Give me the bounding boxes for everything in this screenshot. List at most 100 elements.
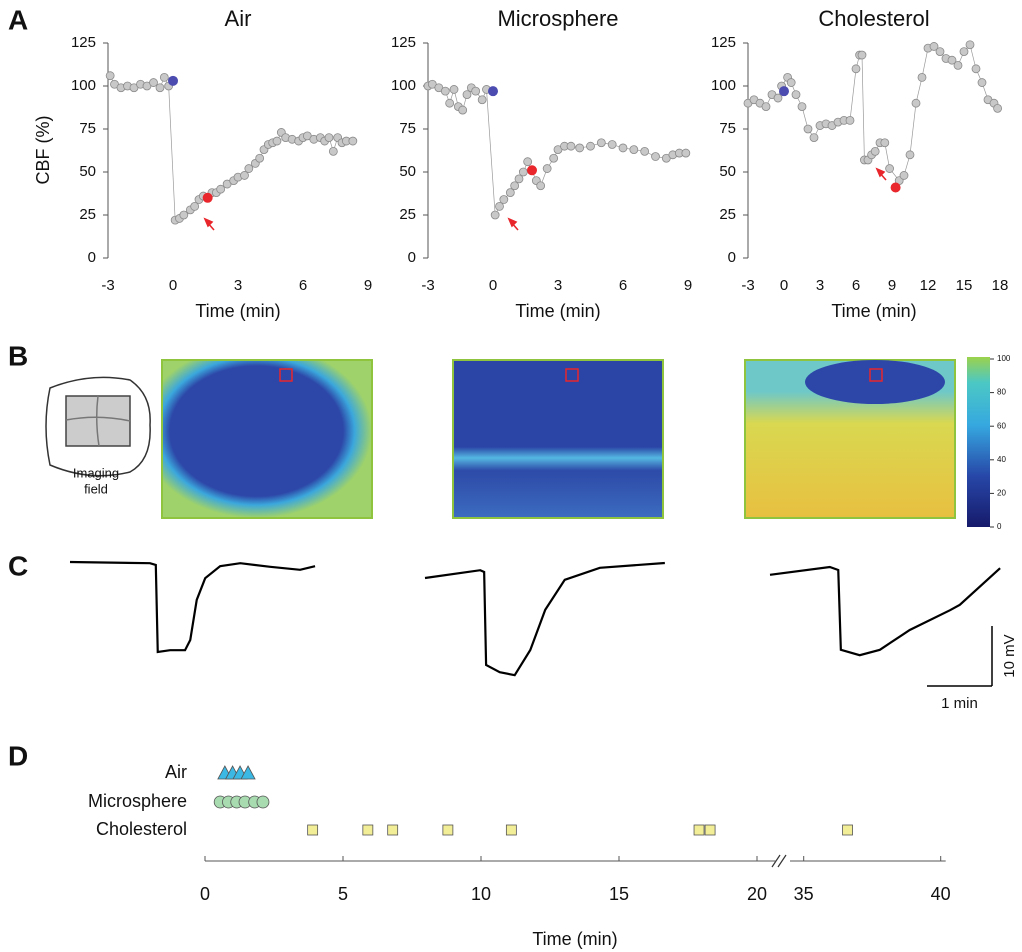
marker bbox=[362, 824, 374, 836]
data-point bbox=[566, 141, 576, 151]
x-tick-label: 9 bbox=[364, 277, 372, 294]
data-point bbox=[324, 133, 334, 143]
data-point bbox=[993, 103, 1002, 113]
voltage-trace bbox=[424, 561, 665, 677]
data-point bbox=[791, 90, 801, 99]
data-point bbox=[542, 164, 552, 173]
data-point bbox=[911, 98, 921, 108]
data-point bbox=[880, 138, 890, 148]
data-point bbox=[328, 146, 338, 156]
highlight-point bbox=[779, 86, 789, 97]
x-tick-label: -3 bbox=[421, 277, 434, 294]
x-tick-label: -3 bbox=[741, 277, 754, 294]
data-point bbox=[255, 153, 265, 163]
x-tick-label: 35 bbox=[794, 884, 814, 904]
data-point bbox=[640, 146, 650, 156]
data-point bbox=[458, 105, 468, 115]
scale-label: 1 min bbox=[941, 695, 978, 712]
colorbar-tick-label: 40 bbox=[997, 455, 1006, 464]
data-point bbox=[440, 86, 450, 96]
colorbar-tick-label: 0 bbox=[997, 522, 1002, 531]
x-tick-label: 9 bbox=[888, 277, 896, 294]
colorbar-tick-label: 60 bbox=[997, 421, 1006, 430]
marker bbox=[442, 824, 454, 836]
arrows bbox=[203, 167, 887, 231]
x-tick-label: 5 bbox=[338, 884, 348, 904]
y-tick-label: 75 bbox=[399, 120, 416, 137]
marker bbox=[240, 765, 256, 780]
chart-title: Microsphere bbox=[497, 6, 618, 31]
data-point bbox=[499, 195, 509, 204]
x-tick-label: 18 bbox=[992, 277, 1009, 294]
data-point bbox=[149, 78, 158, 87]
marker bbox=[842, 824, 853, 836]
data-point bbox=[959, 47, 969, 56]
data-point bbox=[575, 143, 585, 153]
x-tick-label: 40 bbox=[931, 884, 951, 904]
imaging-label: field bbox=[84, 481, 108, 496]
data-point bbox=[870, 146, 880, 156]
data-point bbox=[471, 86, 481, 96]
x-axis-label: Time (min) bbox=[532, 929, 617, 949]
marker bbox=[505, 824, 517, 836]
legend-label: Cholesterol bbox=[96, 819, 187, 839]
legend-label: Air bbox=[165, 762, 187, 782]
data-point bbox=[905, 150, 915, 160]
colorbar bbox=[967, 357, 990, 527]
data-point bbox=[449, 85, 459, 94]
panel-letter: D bbox=[8, 740, 28, 771]
data-point bbox=[536, 181, 546, 191]
x-tick-label: 10 bbox=[471, 884, 491, 904]
data-point bbox=[953, 60, 963, 70]
data-point bbox=[965, 40, 975, 50]
data-point bbox=[244, 164, 254, 173]
data-point bbox=[651, 152, 660, 161]
y-tick-label: 25 bbox=[719, 206, 736, 223]
imaging-label: Imaging bbox=[73, 465, 119, 480]
heatmap-images bbox=[161, 357, 990, 527]
legend-label: Microsphere bbox=[88, 791, 187, 811]
y-tick-label: 50 bbox=[399, 163, 416, 180]
x-tick-label: 9 bbox=[684, 277, 692, 294]
data-point bbox=[549, 153, 559, 163]
x-tick-label: 6 bbox=[619, 277, 627, 294]
x-tick-label: 3 bbox=[816, 277, 824, 294]
data-point bbox=[851, 64, 861, 74]
data-point bbox=[216, 184, 226, 194]
data-point bbox=[971, 64, 981, 74]
data-point bbox=[596, 138, 606, 148]
data-point bbox=[240, 171, 249, 180]
data-point bbox=[445, 98, 455, 108]
x-tick-label: 12 bbox=[920, 277, 937, 294]
data-point bbox=[681, 148, 691, 158]
y-tick-label: 50 bbox=[719, 163, 736, 180]
data-point bbox=[761, 102, 771, 112]
chart-title: Cholesterol bbox=[818, 6, 929, 31]
y-tick-label: 25 bbox=[79, 206, 96, 223]
chart-title: Air bbox=[225, 6, 252, 31]
x-axis-label: Time (min) bbox=[515, 301, 600, 321]
x-tick-label: 6 bbox=[299, 277, 307, 294]
marker bbox=[693, 824, 705, 836]
data-point bbox=[155, 83, 165, 93]
y-tick-label: 50 bbox=[79, 163, 96, 180]
data-point bbox=[929, 42, 939, 51]
x-tick-label: 3 bbox=[234, 277, 242, 294]
y-axis-label: CBF (%) bbox=[33, 116, 53, 185]
x-tick-label: 15 bbox=[956, 277, 973, 294]
marker bbox=[307, 824, 319, 836]
data-point bbox=[947, 55, 957, 65]
highlight-point bbox=[527, 165, 537, 176]
panel-letter: B bbox=[8, 340, 28, 371]
x-tick-label: 15 bbox=[609, 884, 629, 904]
x-tick-label: 0 bbox=[200, 884, 210, 904]
marker bbox=[387, 824, 399, 836]
data-point bbox=[857, 50, 867, 60]
colorbar-tick-label: 20 bbox=[997, 489, 1006, 498]
y-tick-label: 125 bbox=[391, 34, 416, 51]
data-point bbox=[518, 167, 528, 177]
x-axis-label: Time (min) bbox=[195, 301, 280, 321]
data-point bbox=[977, 78, 987, 87]
x-tick-label: 3 bbox=[554, 277, 562, 294]
data-point bbox=[523, 157, 533, 167]
